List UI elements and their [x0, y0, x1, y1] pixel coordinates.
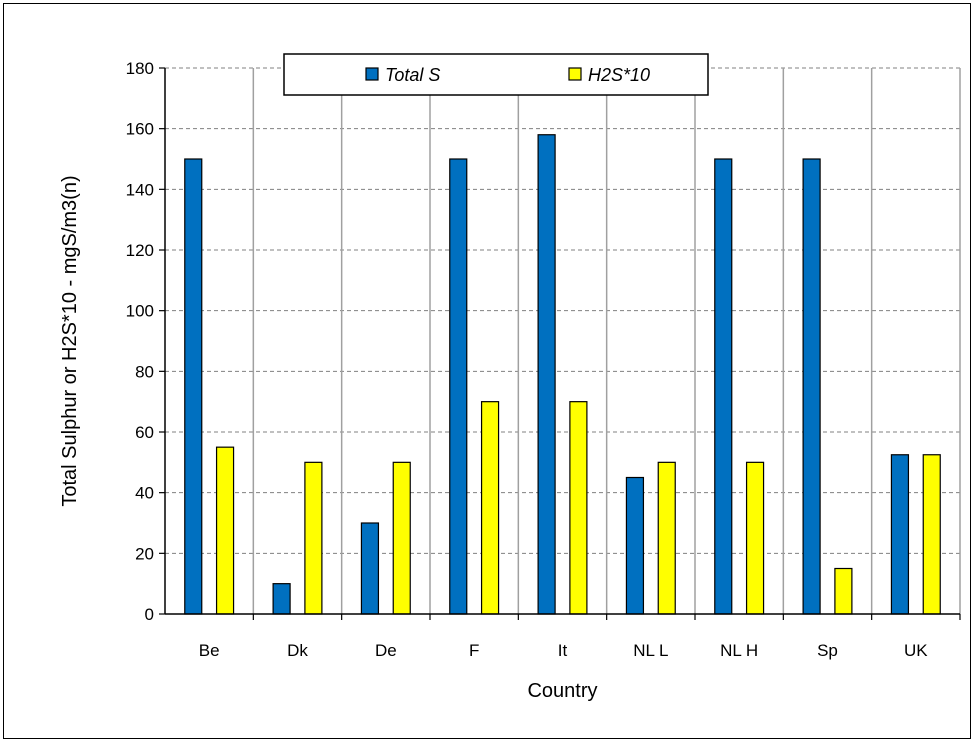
bar-h2s-10-de — [392, 461, 411, 615]
y-tick-label: 0 — [145, 605, 154, 624]
bars — [184, 134, 941, 615]
axes — [159, 67, 961, 620]
legend: Total S H2S*10 — [283, 53, 709, 96]
bar-h2s-10-f — [480, 401, 500, 615]
legend-label-0: Total S — [385, 65, 440, 85]
legend-label-1: H2S*10 — [588, 65, 650, 85]
y-tick-label: 180 — [126, 59, 154, 78]
bar-total-s-sp — [802, 158, 821, 615]
x-tick-labels: Be Dk De F It NL L NL H Sp UK — [199, 641, 929, 660]
y-tick-label: 40 — [135, 484, 154, 503]
bar-h2s-10-dk — [304, 461, 323, 615]
y-axis-title: Total Sulphur or H2S*10 - mgS/m3(n) — [59, 175, 81, 506]
bar-h2s-10-nl-l — [657, 461, 676, 615]
y-tick-labels: 0 20 40 60 80 100 120 140 160 180 — [126, 59, 154, 624]
bar-h2s-10-be — [215, 446, 235, 615]
y-tick-label: 100 — [126, 302, 154, 321]
bar-h2s-10-uk — [922, 454, 941, 615]
x-tick-label: NL L — [633, 641, 668, 660]
bar-total-s-de — [360, 522, 380, 615]
bar-total-s-dk — [272, 583, 291, 615]
x-tick-label: F — [469, 641, 479, 660]
x-tick-label: NL H — [720, 641, 758, 660]
grid-lines — [165, 67, 961, 614]
bar-total-s-f — [449, 158, 468, 615]
y-tick-label: 20 — [135, 544, 154, 563]
bar-total-s-be — [184, 158, 203, 615]
bar-total-s-uk — [890, 454, 910, 615]
x-tick-label: Dk — [287, 641, 308, 660]
y-tick-label: 60 — [135, 423, 154, 442]
legend-swatch-1 — [568, 67, 582, 81]
y-tick-label: 80 — [135, 362, 154, 381]
bar-total-s-it — [537, 134, 556, 615]
x-tick-label: UK — [904, 641, 928, 660]
legend-box — [283, 53, 709, 96]
bar-total-s-nl-l — [625, 476, 645, 615]
bar-h2s-10-sp — [834, 567, 853, 615]
x-axis-title: Country — [527, 680, 597, 702]
bar-total-s-nl-h — [714, 158, 733, 615]
x-tick-label: It — [558, 641, 568, 660]
x-tick-label: Sp — [817, 641, 838, 660]
y-tick-label: 120 — [126, 241, 154, 260]
y-tick-label: 160 — [126, 120, 154, 139]
legend-swatch-0 — [365, 67, 379, 81]
bar-h2s-10-it — [569, 401, 588, 615]
x-tick-label: De — [375, 641, 397, 660]
bar-h2s-10-nl-h — [745, 461, 765, 615]
x-tick-label: Be — [199, 641, 220, 660]
y-tick-label: 140 — [126, 180, 154, 199]
